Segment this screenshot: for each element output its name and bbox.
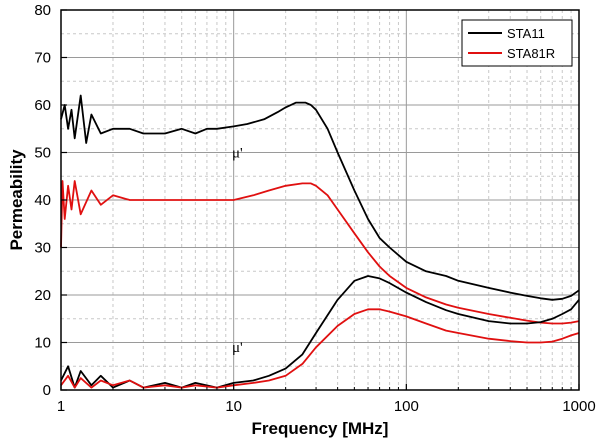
y-tick-label: 40 [34, 192, 51, 209]
series-line-3 [60, 275, 580, 389]
y-tick-label: 0 [43, 382, 51, 399]
series-line-2 [60, 180, 580, 325]
x-tick-label: 1 [57, 398, 65, 415]
x-tick-label: 10 [225, 398, 242, 415]
legend-box [461, 19, 573, 67]
y-axis-title: Permeability [7, 149, 26, 251]
annotations: μ' μ' [232, 145, 243, 356]
y-tick-label: 50 [34, 145, 51, 162]
series-line-4 [60, 308, 580, 389]
mu-prime-annotation: μ' [232, 340, 243, 356]
axis-ticks [60, 9, 580, 391]
series-line-1 [60, 94, 580, 301]
y-tick-label: 20 [34, 287, 51, 304]
mu-prime-annotation: μ' [232, 145, 243, 161]
y-tick-label: 30 [34, 240, 51, 257]
legend-label: STA11 [507, 26, 545, 41]
x-tick-label: 100 [394, 398, 419, 415]
x-tick-label: 1000 [562, 398, 595, 415]
series-layer [60, 94, 580, 389]
y-tick-label: 80 [34, 2, 51, 19]
legend: STA11 STA81R [461, 19, 573, 67]
y-tick-label: 10 [34, 335, 51, 352]
x-axis-title: Frequency [MHz] [252, 419, 389, 438]
legend-label: STA81R [507, 46, 555, 61]
y-tick-label: 70 [34, 50, 51, 67]
y-tick-label: 60 [34, 97, 51, 114]
axis-tick-labels: 1 10 100 1000 0 10 20 30 40 50 60 70 80 [34, 2, 595, 415]
